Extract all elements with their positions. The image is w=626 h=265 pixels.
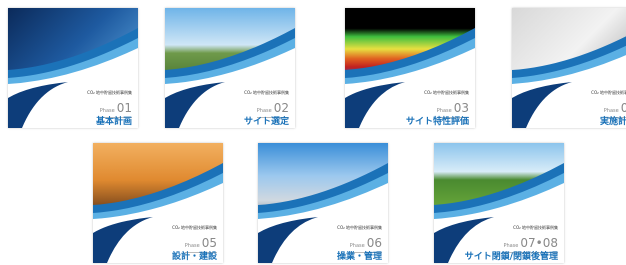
page: CO₂ 地中貯留技術事例集Phase01基本計画CO₂ 地中貯留技術事例集Pha… (0, 0, 626, 265)
series-header: CO₂ 地中貯留技術事例集 (337, 225, 382, 231)
phase-number: 04 (621, 101, 626, 115)
phase-number: 07•08 (520, 236, 558, 250)
series-header: CO₂ 地中貯留技術事例集 (591, 90, 626, 96)
phase-number: 01 (117, 101, 132, 115)
phase-title: 設計・建設 (172, 249, 217, 262)
brochure-card: CO₂ 地中貯留技術事例集Phase04実施計画 (512, 8, 626, 128)
series-header: CO₂ 地中貯留技術事例集 (424, 90, 469, 96)
phase-number: 02 (274, 101, 289, 115)
phase-number: 03 (454, 101, 469, 115)
phase-title: 操業・管理 (337, 249, 382, 262)
phase-title: サイト選定 (244, 114, 289, 127)
series-header: CO₂ 地中貯留技術事例集 (172, 225, 217, 231)
phase-number: 05 (202, 236, 217, 250)
phase-title: サイト特性評価 (406, 114, 469, 127)
phase-title: 基本計画 (96, 114, 132, 127)
phase-title: サイト閉鎖/閉鎖後管理 (465, 249, 558, 262)
series-header: CO₂ 地中貯留技術事例集 (87, 90, 132, 96)
phase-number: 06 (367, 236, 382, 250)
phase-title: 実施計画 (600, 114, 626, 127)
series-header: CO₂ 地中貯留技術事例集 (244, 90, 289, 96)
series-header: CO₂ 地中貯留技術事例集 (513, 225, 558, 231)
